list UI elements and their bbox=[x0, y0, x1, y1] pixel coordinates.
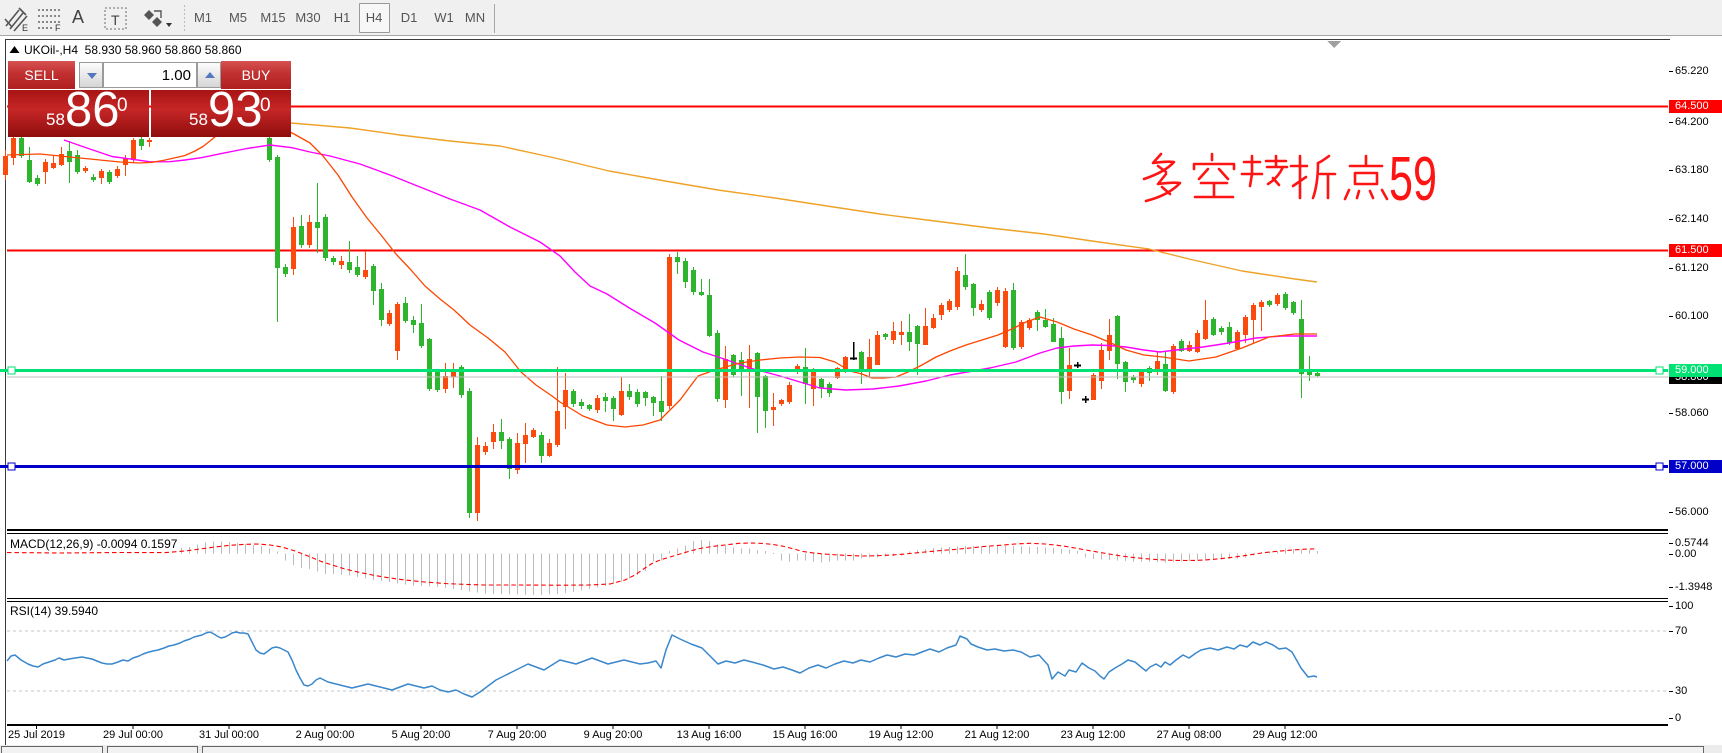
svg-text:59: 59 bbox=[1389, 145, 1437, 214]
svg-text:E: E bbox=[22, 23, 28, 32]
svg-text:F: F bbox=[55, 23, 61, 32]
svg-text:T: T bbox=[111, 12, 120, 28]
